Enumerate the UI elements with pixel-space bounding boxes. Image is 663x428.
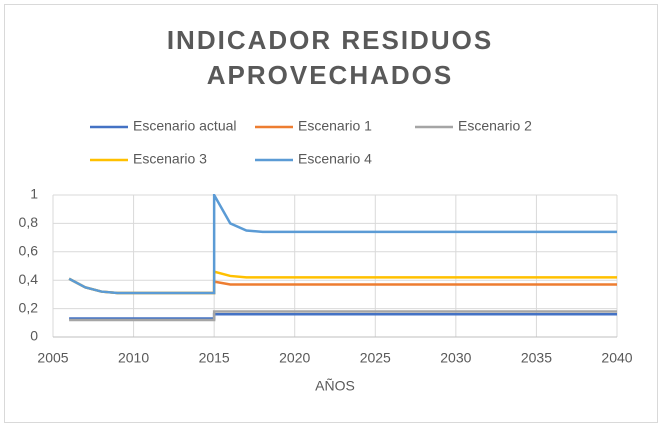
series-line bbox=[69, 310, 617, 322]
y-tick-label: 0 bbox=[30, 328, 38, 344]
chart-border bbox=[4, 4, 658, 423]
legend-label: Escenario actual bbox=[133, 118, 237, 134]
y-tick-label: 1 bbox=[30, 186, 38, 202]
legend-label: Escenario 4 bbox=[298, 151, 372, 167]
y-tick-label: 0,4 bbox=[19, 271, 39, 287]
legend-label: Escenario 2 bbox=[458, 118, 532, 134]
x-axis-label: AÑOS bbox=[315, 378, 355, 394]
legend-label: Escenario 3 bbox=[133, 151, 207, 167]
chart-title: INDICADOR RESIDUOS bbox=[167, 25, 493, 55]
x-tick-label: 2035 bbox=[521, 350, 552, 366]
x-tick-label: 2020 bbox=[279, 350, 310, 366]
x-tick-label: 2005 bbox=[37, 350, 68, 366]
x-tick-label: 2010 bbox=[118, 350, 149, 366]
x-tick-label: 2030 bbox=[440, 350, 471, 366]
series-line bbox=[69, 313, 617, 320]
legend-label: Escenario 1 bbox=[298, 118, 372, 134]
series-line bbox=[68, 194, 617, 295]
chart-subtitle: APROVECHADOS bbox=[207, 60, 453, 90]
y-tick-label: 0,2 bbox=[19, 299, 39, 315]
x-tick-label: 2040 bbox=[601, 350, 632, 366]
x-tick-label: 2015 bbox=[199, 350, 230, 366]
y-tick-label: 0,8 bbox=[19, 214, 39, 230]
x-tick-label: 2025 bbox=[360, 350, 391, 366]
y-tick-label: 0,6 bbox=[19, 243, 39, 259]
